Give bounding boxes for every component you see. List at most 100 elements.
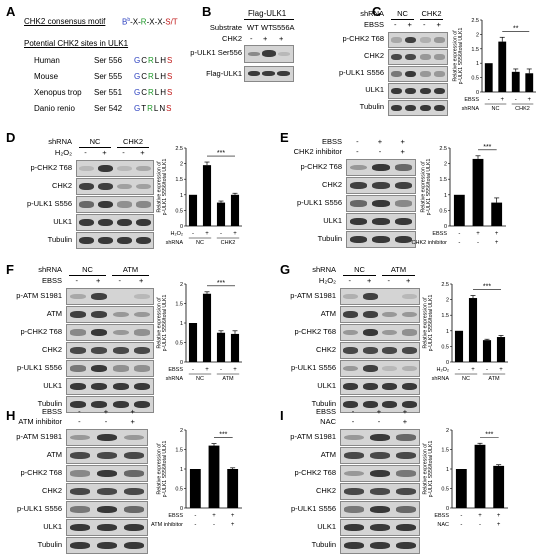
x-row2-label: ATM inhibitor: [151, 522, 183, 528]
treatment-value: +: [402, 417, 408, 426]
sig-stars: **: [513, 25, 519, 32]
blot-band: [117, 201, 132, 208]
motif-x1: -X-: [130, 17, 141, 27]
bar: [188, 323, 198, 362]
y-axis-label-line1: Relative expression of: [156, 161, 162, 213]
blot-band: [372, 217, 390, 226]
blot-band: [401, 346, 417, 355]
bar: [189, 469, 201, 508]
panel-label: D: [6, 130, 16, 145]
bar: [472, 158, 484, 226]
blot-band: [91, 346, 108, 355]
x-tick-label-row2: +: [231, 522, 235, 528]
bar: [496, 337, 506, 362]
group-header: ATM: [390, 265, 407, 274]
x-row1-label: EBSS: [434, 513, 449, 519]
bar-chart: Relative expression ofp-ULK1 S556/total …: [422, 428, 508, 528]
blot-band: [382, 382, 398, 391]
blot-strip: [340, 519, 420, 536]
shrna-label: shRNA: [38, 265, 62, 274]
treatment-value: -: [394, 20, 397, 29]
blot-band: [343, 382, 359, 391]
blot-strip: [388, 66, 448, 82]
x-row1-label: EBSS: [432, 231, 447, 237]
x-tick-label: -: [220, 367, 222, 373]
site-species: Human: [34, 56, 60, 65]
blot-band: [112, 311, 129, 318]
blot-band: [69, 365, 86, 372]
blot-label: Tubulin: [37, 539, 62, 549]
blot-band: [112, 382, 129, 391]
panel-label: G: [280, 262, 291, 277]
y-tick-label: 2: [180, 428, 183, 434]
blot-band: [370, 451, 390, 460]
treatment-value: -: [378, 147, 382, 156]
blot-label: p-CHK2 T68: [30, 162, 72, 172]
blot-band: [98, 182, 113, 191]
blot-band: [396, 506, 416, 513]
blot-strip: [340, 465, 420, 482]
blot-band: [344, 506, 364, 513]
blot-band: [123, 434, 144, 441]
group-label: ATM: [222, 376, 234, 382]
motif-b: B: [122, 17, 128, 27]
sig-stars: ***: [219, 432, 227, 439]
site-sequence: GTRLNS: [134, 104, 173, 113]
blot-strip: [388, 83, 448, 99]
y-tick-label: 2: [180, 162, 183, 168]
blot-label: ULK1: [323, 215, 342, 225]
bar: [227, 469, 239, 508]
b-substrate-2: WT: [261, 23, 273, 32]
group-label: NC: [196, 376, 204, 382]
y-tick-label: 1.5: [175, 448, 183, 454]
group-header: NC: [397, 9, 408, 18]
x-tick-label: -: [486, 367, 488, 373]
group-line: [79, 147, 111, 148]
bar: [525, 73, 534, 92]
blot-band: [123, 541, 144, 550]
site-position: Ser 551: [94, 88, 123, 97]
site-position: Ser 556: [94, 56, 123, 65]
x-tick-label: +: [499, 367, 503, 373]
blot-label: Tubulin: [311, 539, 336, 549]
treatment-value: +: [140, 148, 145, 157]
y-tick-label: 1.5: [441, 313, 449, 319]
y-axis-label: Relative expression ofp-ULK1 S556/total …: [156, 440, 168, 497]
bar: [454, 330, 464, 362]
x-tick-label-row2: -: [213, 522, 215, 528]
blot-band: [396, 487, 416, 496]
y-tick-label: 2: [446, 428, 449, 434]
x-tick-label: -: [488, 97, 490, 103]
blot-strip: [76, 160, 154, 177]
blot-band: [349, 164, 367, 171]
treatment-label: H₂O₂: [318, 276, 336, 285]
bar: [230, 333, 240, 362]
y-axis-label: Relative expression ofp-ULK1 S556/total …: [422, 294, 434, 351]
blot-strip: [388, 100, 448, 116]
blot-strip: [340, 429, 420, 446]
blot-label: CHK2: [41, 485, 62, 495]
blot-band: [405, 36, 417, 44]
blot-band: [401, 311, 417, 318]
bar: [511, 71, 520, 92]
blot-strip: [340, 396, 420, 413]
blot-strip: [76, 196, 154, 213]
blot-band: [343, 400, 359, 409]
x-tick-label-row2: -: [458, 240, 460, 246]
blot-band: [395, 164, 413, 171]
y-axis-label: Relative expression ofp-ULK1 S556/total …: [422, 440, 434, 497]
bar: [216, 332, 226, 362]
blot-band: [96, 433, 118, 442]
blot-strip: [66, 342, 154, 359]
x-tick-label: +: [476, 231, 480, 237]
blot-label: CHK2: [51, 180, 72, 190]
x-tick-label: -: [220, 231, 222, 237]
x-tick-label-row2: +: [497, 522, 501, 528]
treatment-value: -: [348, 276, 352, 285]
site-species: Danio renio: [34, 104, 75, 113]
x-row2-label: CHK2 inhibitor: [412, 240, 448, 246]
blot-band: [96, 469, 118, 478]
b-chk2-label: CHK2: [221, 34, 242, 43]
y-tick-label: 2: [446, 298, 449, 304]
blot-band: [69, 329, 86, 336]
